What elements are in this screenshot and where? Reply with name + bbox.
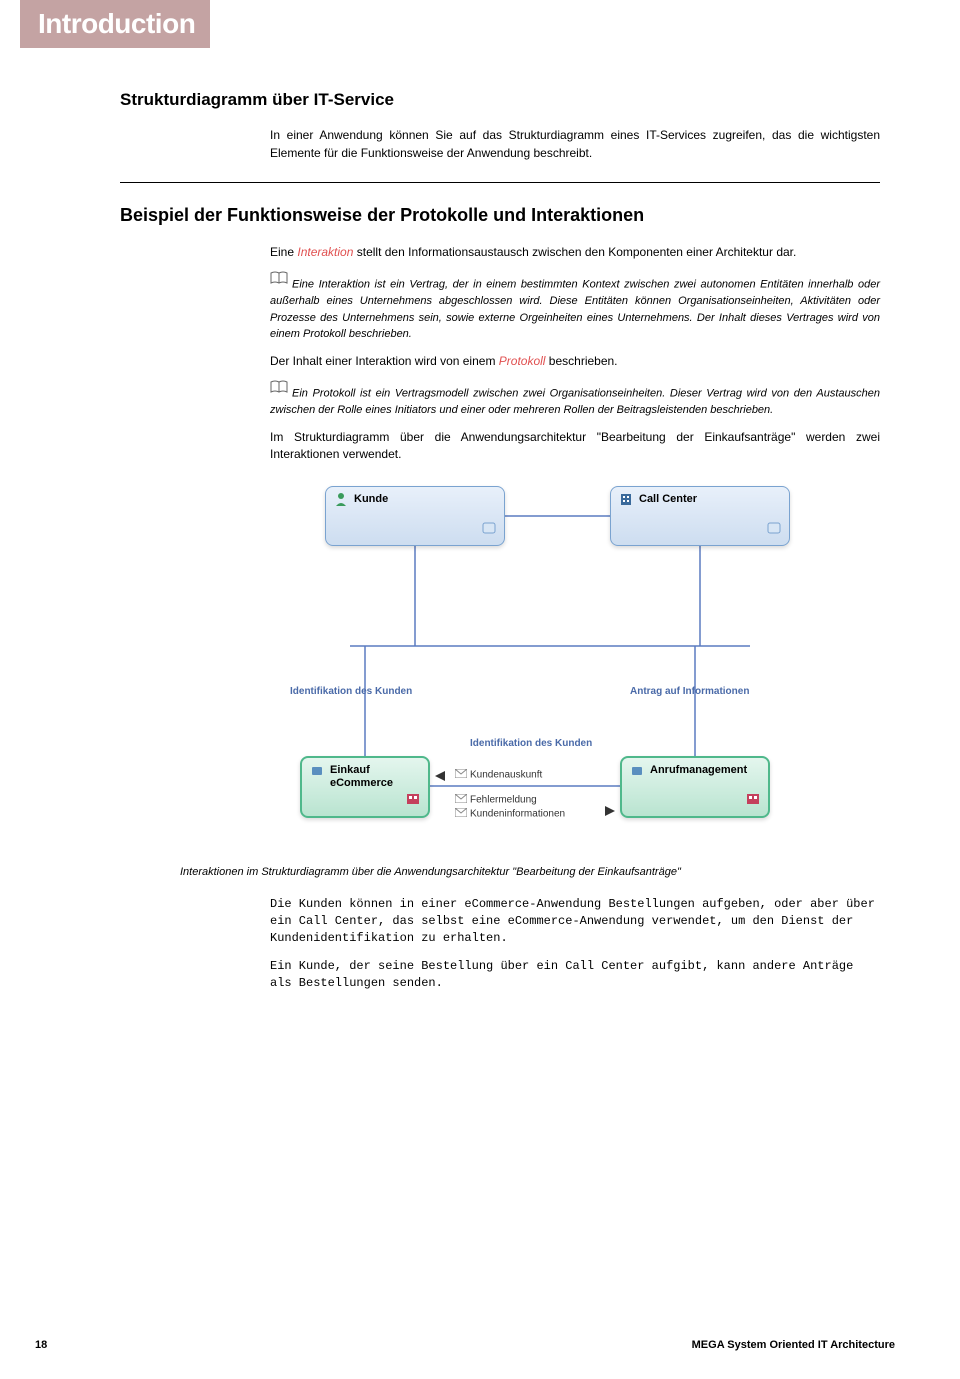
corner-icon: [482, 521, 496, 539]
envelope-icon: [455, 794, 467, 806]
building-icon: [619, 492, 633, 511]
note-protokoll: Ein Protokoll ist ein Vertragsmodell zwi…: [270, 380, 880, 419]
book-icon: [270, 271, 288, 291]
mono-p1: Die Kunden können in einer eCommerce-Anw…: [270, 896, 880, 948]
component-anruf: Anrufmanagement: [620, 756, 770, 818]
para-interaction-intro: Eine Interaktion stellt den Informations…: [270, 244, 880, 261]
envelope-icon: [455, 808, 467, 820]
para-usage: Im Strukturdiagramm über die Anwendungsa…: [270, 429, 880, 464]
component-icon: [630, 764, 644, 783]
component-anruf-label: Anrufmanagement: [650, 764, 747, 777]
actor-callcenter: Call Center: [610, 486, 790, 546]
msg-kundenauskunft: Kundenauskunft: [455, 769, 542, 781]
envelope-icon: [455, 769, 467, 781]
structure-diagram: Kunde Call Center Identifikation des Kun…: [270, 486, 830, 856]
header-tab-label: Introduction: [38, 8, 195, 40]
section2-body: Eine Interaktion stellt den Informations…: [270, 244, 880, 464]
mono-p2: Ein Kunde, der seine Bestellung über ein…: [270, 958, 880, 993]
page-footer: 18 MEGA System Oriented IT Architecture: [0, 1339, 960, 1351]
monospace-block: Die Kunden können in einer eCommerce-Anw…: [270, 896, 880, 993]
corner-icon: [767, 521, 781, 539]
term-interaktion: Interaktion: [297, 245, 353, 259]
header-tab: Introduction: [20, 0, 210, 48]
section2-heading: Beispiel der Funktionsweise der Protokol…: [120, 205, 880, 226]
component-einkauf-label: EinkaufeCommerce: [330, 764, 393, 790]
msg-kundeninfo: Kundeninformationen: [455, 808, 565, 820]
p1-a: Eine: [270, 245, 297, 259]
divider: [120, 182, 880, 183]
actor-callcenter-label: Call Center: [639, 493, 697, 505]
term-protokoll: Protokoll: [499, 354, 546, 368]
msg-fehlermeldung: Fehlermeldung: [455, 794, 537, 806]
component-icon: [310, 764, 324, 783]
book-icon: [270, 380, 288, 400]
conn-label-antrag: Antrag auf Informationen: [630, 686, 749, 697]
page-content: Strukturdiagramm über IT-Service In eine…: [120, 90, 880, 1003]
corner-icon: [746, 792, 760, 810]
para-protokoll-intro: Der Inhalt einer Interaktion wird von ei…: [270, 353, 880, 370]
actor-kunde-label: Kunde: [354, 493, 388, 505]
note2-text: Ein Protokoll ist ein Vertragsmodell zwi…: [270, 388, 880, 417]
component-einkauf: EinkaufeCommerce: [300, 756, 430, 818]
person-icon: [334, 492, 348, 511]
section1-body: In einer Anwendung können Sie auf das St…: [270, 126, 880, 162]
p2-a: Der Inhalt einer Interaktion wird von ei…: [270, 354, 499, 368]
conn-label-ident2: Identifikation des Kunden: [470, 738, 592, 749]
p2-b: beschrieben.: [545, 354, 617, 368]
conn-label-ident1: Identifikation des Kunden: [290, 686, 412, 697]
note-interaktion: Eine Interaktion ist ein Vertrag, der in…: [270, 271, 880, 343]
diagram-caption: Interaktionen im Strukturdiagramm über d…: [180, 866, 880, 878]
actor-kunde: Kunde: [325, 486, 505, 546]
section1-heading: Strukturdiagramm über IT-Service: [120, 90, 880, 110]
p1-b: stellt den Informationsaustausch zwische…: [353, 245, 796, 259]
page-number: 18: [35, 1339, 47, 1351]
corner-icon: [406, 792, 420, 810]
note1-text: Eine Interaktion ist ein Vertrag, der in…: [270, 279, 880, 341]
footer-title: MEGA System Oriented IT Architecture: [692, 1339, 895, 1351]
